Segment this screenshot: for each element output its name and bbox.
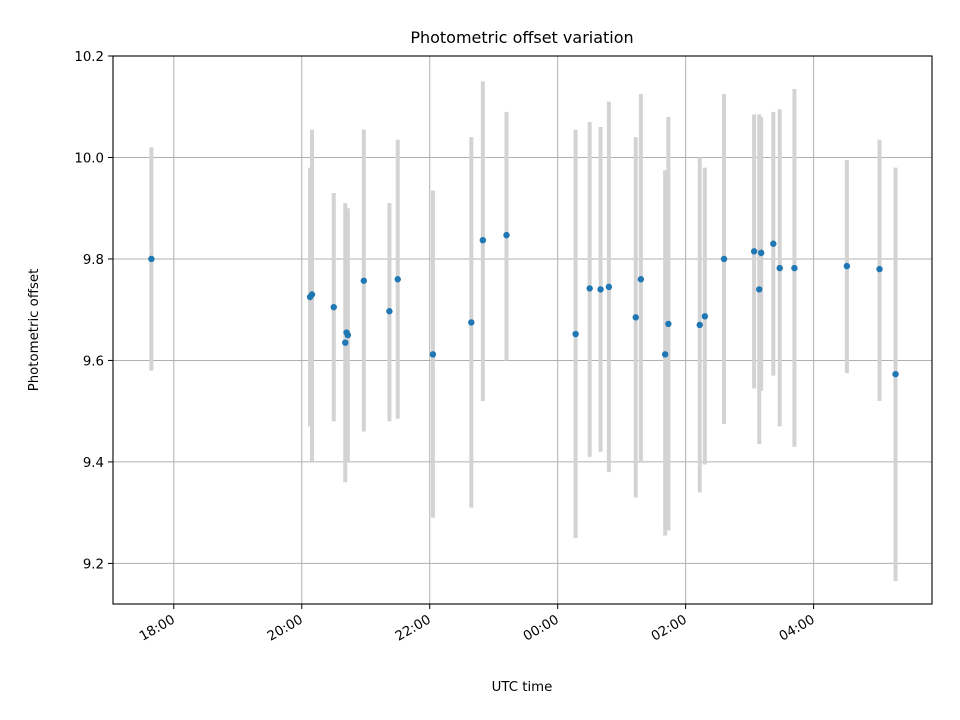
data-point	[360, 277, 368, 284]
y-tick-label: 10.2	[74, 50, 104, 65]
y-tick-label: 9.4	[83, 456, 104, 471]
data-point	[479, 236, 487, 244]
data-point	[892, 370, 899, 378]
data-point	[342, 339, 349, 346]
data-point	[791, 264, 798, 272]
data-point	[394, 276, 401, 283]
data-point	[572, 330, 579, 338]
data-point	[756, 286, 763, 293]
data-point	[770, 240, 777, 247]
data-point	[586, 285, 593, 292]
y-axis-label: Photometric offset	[27, 269, 42, 392]
data-point	[330, 303, 337, 311]
y-tick-label: 9.2	[83, 557, 104, 572]
y-tick-label: 9.8	[83, 253, 104, 268]
data-point	[876, 265, 883, 273]
plot-frame	[112, 55, 933, 605]
data-point	[605, 283, 613, 291]
chart-title: Photometric offset variation	[410, 28, 633, 47]
data-point	[720, 255, 728, 263]
data-point	[468, 319, 475, 326]
data-point	[757, 249, 765, 257]
data-point	[632, 314, 639, 321]
data-point	[701, 313, 709, 320]
data-point	[750, 248, 758, 255]
data-point	[308, 291, 316, 298]
data-point	[503, 231, 510, 239]
y-axis-ticks: 9.2 9.4 9.6 9.8 10.0 10.2	[74, 50, 113, 572]
data-point	[597, 286, 604, 293]
data-point	[661, 351, 669, 358]
data-point	[696, 321, 703, 329]
data-point	[148, 255, 155, 263]
data-point	[344, 331, 352, 339]
data-point	[776, 264, 783, 272]
data-point	[637, 276, 645, 283]
y-tick-label: 9.6	[83, 354, 104, 369]
data-point	[843, 262, 851, 270]
data-point	[386, 308, 393, 315]
data-points	[148, 231, 899, 378]
x-axis-label: UTC time	[492, 680, 553, 695]
data-point	[429, 351, 437, 358]
data-point	[665, 320, 672, 328]
y-tick-label: 10.0	[74, 151, 104, 166]
